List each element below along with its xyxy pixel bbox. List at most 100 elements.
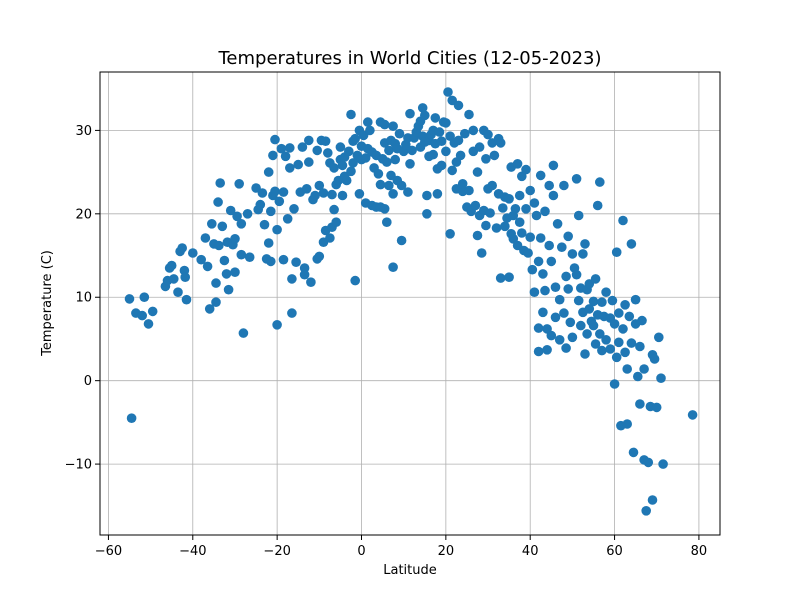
data-point (255, 199, 266, 210)
data-point (274, 196, 285, 207)
x-tick-label: −40 (179, 544, 206, 559)
x-tick-label: −60 (95, 544, 122, 559)
data-point (388, 189, 398, 199)
data-point (384, 145, 394, 156)
data-point (578, 249, 588, 259)
x-tick-label: 40 (522, 544, 539, 559)
data-point (219, 255, 230, 266)
data-point (346, 109, 356, 120)
data-point (263, 238, 274, 248)
data-point (325, 233, 335, 243)
data-point (548, 190, 559, 201)
data-point (304, 135, 314, 146)
data-point (242, 209, 253, 219)
data-point (306, 277, 316, 288)
data-point (270, 186, 280, 197)
data-point (567, 332, 578, 343)
data-point (468, 125, 479, 136)
data-point (259, 219, 270, 230)
data-point (323, 148, 333, 158)
data-point (337, 160, 348, 171)
data-point (213, 197, 223, 207)
data-point (230, 234, 240, 244)
data-point (597, 297, 607, 308)
x-tick-label: 20 (438, 544, 455, 559)
data-point (571, 174, 582, 184)
data-point (546, 330, 557, 341)
data-point (559, 308, 569, 318)
data-point (379, 204, 390, 214)
data-point (527, 264, 538, 275)
y-tick-label: 30 (75, 124, 92, 139)
data-point (540, 285, 550, 296)
data-point (611, 352, 622, 363)
data-point (464, 185, 474, 196)
data-point (455, 150, 466, 161)
data-point (550, 282, 561, 293)
data-point (405, 159, 415, 169)
data-point (630, 294, 641, 305)
data-point (535, 233, 546, 243)
data-point (544, 240, 554, 251)
data-point (379, 119, 390, 130)
data-point (525, 185, 535, 196)
data-point (417, 103, 428, 113)
y-axis-label: Temperature (C) (40, 250, 55, 357)
data-point (166, 260, 177, 271)
data-point (495, 273, 506, 283)
data-point (137, 310, 147, 321)
data-point (540, 206, 550, 217)
data-point (394, 128, 405, 139)
data-point (628, 447, 639, 458)
data-point (430, 113, 441, 123)
data-point (285, 143, 295, 153)
data-point (481, 154, 491, 164)
data-point (573, 295, 584, 306)
data-point (472, 230, 483, 241)
data-point (223, 284, 234, 295)
data-point (124, 294, 135, 304)
data-point (278, 187, 289, 197)
data-point (609, 379, 620, 389)
data-point (263, 167, 274, 177)
data-point (590, 339, 601, 349)
data-point (517, 228, 527, 238)
data-point (460, 128, 470, 139)
data-point (280, 151, 291, 162)
data-point (202, 261, 213, 272)
data-point (538, 269, 548, 279)
data-point (595, 177, 605, 187)
data-point (590, 274, 601, 284)
y-axis-ticks: −10 0 10 20 30 (65, 124, 100, 473)
chart-title: Temperatures in World Cities (12-05-2023… (217, 48, 601, 69)
data-point (143, 319, 154, 329)
data-point (236, 249, 247, 260)
data-point (611, 247, 622, 257)
data-point (514, 190, 525, 201)
data-point (276, 143, 287, 154)
data-point (214, 240, 224, 251)
data-point (337, 190, 348, 201)
data-point (567, 249, 578, 259)
data-point (388, 121, 398, 131)
data-point (656, 373, 666, 384)
data-point (500, 221, 510, 232)
data-point (350, 133, 361, 144)
data-point (580, 239, 590, 249)
data-point (498, 203, 508, 213)
data-point (396, 235, 407, 246)
data-point (561, 343, 571, 353)
data-point (375, 179, 386, 190)
data-point (554, 294, 565, 305)
data-point (403, 187, 413, 197)
data-point (521, 204, 531, 214)
data-point (405, 108, 415, 119)
data-point (301, 184, 312, 194)
data-point (626, 338, 637, 348)
data-point (605, 344, 616, 354)
data-point (207, 219, 217, 229)
data-point (407, 145, 417, 156)
data-point (544, 180, 554, 191)
